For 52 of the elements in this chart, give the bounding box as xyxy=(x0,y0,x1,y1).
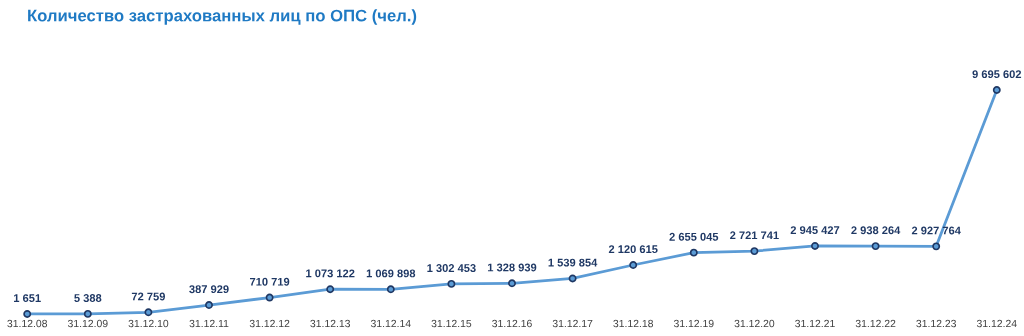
x-tick-label: 31.12.12 xyxy=(249,319,290,328)
point xyxy=(326,285,335,294)
data-label: 387 929 xyxy=(189,285,229,294)
point xyxy=(205,301,213,309)
data-label: 2 927 764 xyxy=(911,226,961,235)
point xyxy=(386,285,395,294)
point xyxy=(83,309,92,318)
x-tick-label: 31.12.21 xyxy=(795,319,835,328)
chart-title: Количество застрахованных лиц по ОПС (чел.) xyxy=(28,9,417,25)
point xyxy=(144,308,153,317)
data-label: 1 073 122 xyxy=(306,269,355,278)
x-tick-label: 31.12.15 xyxy=(431,319,472,328)
x-tick-label: 31.12.11 xyxy=(189,319,229,328)
point xyxy=(629,261,638,269)
data-label: 72 759 xyxy=(131,292,165,301)
point xyxy=(689,248,698,257)
point xyxy=(992,86,1001,94)
data-label: 2 655 045 xyxy=(669,232,719,241)
data-label: 710 719 xyxy=(250,277,290,286)
x-tick-label: 31.12.10 xyxy=(128,319,169,328)
point xyxy=(811,241,819,250)
data-label: 1 069 898 xyxy=(366,269,416,278)
data-label: 1 328 939 xyxy=(487,263,537,272)
point xyxy=(508,279,516,288)
point xyxy=(568,274,577,283)
data-label: 2 120 615 xyxy=(608,245,658,254)
x-tick-label: 31.12.23 xyxy=(916,319,957,328)
point xyxy=(932,242,941,251)
x-tick-label: 31.12.20 xyxy=(734,319,775,328)
x-tick-label: 31.12.08 xyxy=(7,319,48,328)
x-tick-label: 31.12.17 xyxy=(552,319,593,328)
data-label: 1 651 xyxy=(14,294,41,303)
point xyxy=(871,242,880,251)
x-tick-label: 31.12.14 xyxy=(370,319,411,328)
data-label: 2 721 741 xyxy=(730,231,779,240)
point xyxy=(23,310,32,318)
data-label: 1 539 854 xyxy=(548,258,598,267)
data-label: 2 938 264 xyxy=(851,226,901,235)
data-label: 9 695 602 xyxy=(972,70,1022,79)
x-tick-label: 31.12.13 xyxy=(310,319,351,328)
point xyxy=(447,279,456,288)
x-tick-label: 31.12.09 xyxy=(67,319,108,328)
point xyxy=(265,293,274,302)
data-label: 2 945 427 xyxy=(790,226,840,235)
x-tick-label: 31.12.16 xyxy=(492,319,532,328)
x-tick-label: 31.12.22 xyxy=(855,319,896,328)
data-label: 5 388 xyxy=(74,294,102,302)
point xyxy=(750,247,759,256)
x-tick-label: 31.12.24 xyxy=(976,319,1017,328)
x-tick-label: 31.12.18 xyxy=(613,319,654,328)
data-label: 1 302 453 xyxy=(427,264,476,273)
x-tick-label: 31.12.19 xyxy=(673,319,714,328)
